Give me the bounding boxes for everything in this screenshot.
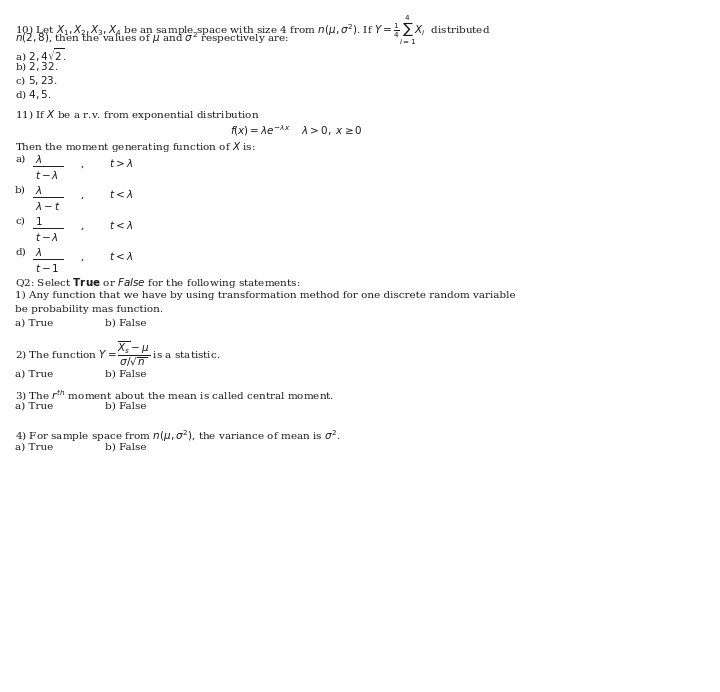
Text: ,        $t < \lambda$: , $t < \lambda$ bbox=[80, 188, 133, 201]
Text: $n(2,8)$, then the values of $\mu$ and $\sigma^2$ respectively are:: $n(2,8)$, then the values of $\mu$ and $… bbox=[15, 30, 289, 46]
Text: be probability mas function.: be probability mas function. bbox=[15, 305, 163, 314]
Text: a): a) bbox=[15, 155, 25, 164]
Text: d) $4, 5$.: d) $4, 5$. bbox=[15, 88, 52, 101]
Text: 3) The $r^{th}$ moment about the mean is called central moment.: 3) The $r^{th}$ moment about the mean is… bbox=[15, 388, 334, 403]
Text: $\lambda - t$: $\lambda - t$ bbox=[35, 200, 60, 212]
Text: $\lambda$: $\lambda$ bbox=[35, 153, 42, 165]
Text: 1) Any function that we have by using transformation method for one discrete ran: 1) Any function that we have by using tr… bbox=[15, 291, 516, 300]
Text: Then the moment generating function of $X$ is:: Then the moment generating function of $… bbox=[15, 140, 256, 154]
Text: b) False: b) False bbox=[105, 370, 146, 379]
Text: 11) If $X$ be a r.v. from exponential distribution: 11) If $X$ be a r.v. from exponential di… bbox=[15, 108, 260, 122]
Text: 4) For sample space from $n(\mu, \sigma^2)$, the variance of mean is $\sigma^2$.: 4) For sample space from $n(\mu, \sigma^… bbox=[15, 428, 341, 444]
Text: $\lambda$: $\lambda$ bbox=[35, 246, 42, 258]
Text: b) False: b) False bbox=[105, 443, 146, 452]
Text: c): c) bbox=[15, 217, 25, 226]
Text: b) False: b) False bbox=[105, 319, 146, 328]
Text: a) True: a) True bbox=[15, 370, 53, 379]
Text: ,        $t < \lambda$: , $t < \lambda$ bbox=[80, 250, 133, 263]
Text: $t - \lambda$: $t - \lambda$ bbox=[35, 169, 59, 181]
Text: d): d) bbox=[15, 248, 26, 257]
Text: ,        $t < \lambda$: , $t < \lambda$ bbox=[80, 219, 133, 232]
Text: Q2: Select $\bf{True}$ or $\bf{\mathit{False}}$ for the following statements:: Q2: Select $\bf{True}$ or $\bf{\mathit{F… bbox=[15, 276, 300, 290]
Text: b) False: b) False bbox=[105, 402, 146, 411]
Text: a) True: a) True bbox=[15, 402, 53, 411]
Text: a) True: a) True bbox=[15, 443, 53, 452]
Text: $f(x) = \lambda e^{-\lambda x}$    $\lambda > 0,\ x \geq 0$: $f(x) = \lambda e^{-\lambda x}$ $\lambda… bbox=[230, 123, 363, 138]
Text: 2) The function $Y = \dfrac{\overline{X_s} - \mu}{\sigma/\sqrt{n}}$ is a statist: 2) The function $Y = \dfrac{\overline{X_… bbox=[15, 340, 220, 370]
Text: a) $2, 4\sqrt{2}$.: a) $2, 4\sqrt{2}$. bbox=[15, 46, 67, 64]
Text: b) $2, 32$.: b) $2, 32$. bbox=[15, 60, 58, 73]
Text: a) True: a) True bbox=[15, 319, 53, 328]
Text: $\lambda$: $\lambda$ bbox=[35, 184, 42, 196]
Text: c) $5, 23$.: c) $5, 23$. bbox=[15, 74, 58, 87]
Text: $t - \lambda$: $t - \lambda$ bbox=[35, 231, 59, 243]
Text: 10) Let $X_1, X_2, X_3, X_4$ be an sample space with size 4 from $n(\mu,\sigma^2: 10) Let $X_1, X_2, X_3, X_4$ be an sampl… bbox=[15, 14, 490, 47]
Text: ,        $t > \lambda$: , $t > \lambda$ bbox=[80, 157, 133, 170]
Text: b): b) bbox=[15, 186, 26, 195]
Text: $t - 1$: $t - 1$ bbox=[35, 262, 60, 274]
Text: $1$: $1$ bbox=[35, 215, 42, 227]
